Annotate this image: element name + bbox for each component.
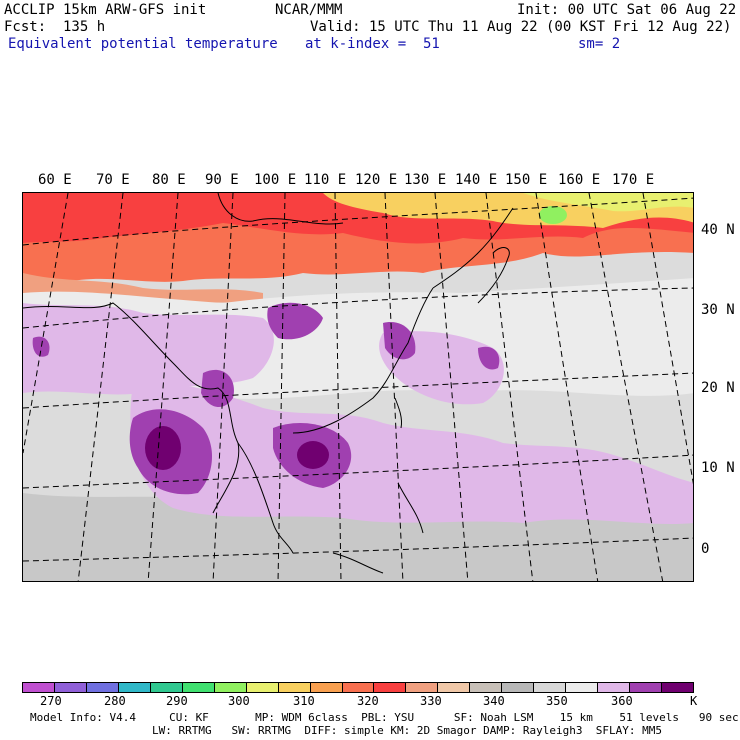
lon-label: 170 E [612, 172, 655, 188]
colorbar-tick-label: 350 [546, 694, 568, 708]
colorbar-swatch [182, 683, 215, 692]
smoothing-label: sm= 2 [578, 36, 621, 52]
colorbar-swatch [662, 683, 694, 692]
lon-label: 150 E [505, 172, 548, 188]
colorbar-swatch [278, 683, 311, 692]
lon-label: 100 E [254, 172, 297, 188]
colorbar-swatch [374, 683, 407, 692]
colorbar-unit: K [690, 694, 698, 708]
colorbar-tick-label: 300 [228, 694, 250, 708]
lat-label: 30 N [701, 302, 735, 318]
level-index: at k-index = 51 [305, 36, 440, 52]
model-title: ACCLIP 15km ARW-GFS init [4, 2, 207, 18]
colorbar-tick-label: 270 [40, 694, 62, 708]
colorbar-swatch [118, 683, 151, 692]
colorbar-swatch [598, 683, 631, 692]
colorbar-swatch [54, 683, 87, 692]
colorbar-swatch [342, 683, 375, 692]
colorbar [22, 682, 694, 693]
forecast-hour: Fcst: 135 h [4, 19, 106, 35]
lon-label: 60 E [38, 172, 72, 188]
colorbar-swatch [310, 683, 343, 692]
field-name: Equivalent potential temperature [8, 36, 278, 52]
theta-e-map [22, 192, 694, 582]
lat-label: 20 N [701, 380, 735, 396]
colorbar-swatch [150, 683, 183, 692]
lat-label: 10 N [701, 460, 735, 476]
lon-label: 120 E [355, 172, 398, 188]
colorbar-tick-label: 280 [104, 694, 126, 708]
colorbar-swatch [23, 683, 55, 692]
lon-label: 110 E [304, 172, 347, 188]
colorbar-swatch [86, 683, 119, 692]
organization-label: NCAR/MMM [275, 2, 343, 18]
colorbar-swatch [406, 683, 439, 692]
colorbar-tick-label: 360 [611, 694, 633, 708]
colorbar-swatch [534, 683, 567, 692]
colorbar-swatch [470, 683, 503, 692]
colorbar-tick-label: 290 [166, 694, 188, 708]
lon-label: 80 E [152, 172, 186, 188]
lon-label: 160 E [558, 172, 601, 188]
colorbar-swatch [630, 683, 663, 692]
colorbar-swatch [438, 683, 471, 692]
lon-label: 140 E [455, 172, 498, 188]
model-info-line2: LW: RRTMG SW: RRTMG DIFF: simple KM: 2D … [152, 724, 662, 737]
model-info-line1: Model Info: V4.4 CU: KF MP: WDM 6class P… [30, 711, 739, 724]
colorbar-swatch [502, 683, 535, 692]
valid-time: Valid: 15 UTC Thu 11 Aug 22 (00 KST Fri … [310, 19, 732, 35]
colorbar-tick-label: 310 [293, 694, 315, 708]
colorbar-tick-label: 330 [420, 694, 442, 708]
colorbar-swatch [246, 683, 279, 692]
map-field-svg [23, 193, 693, 581]
lon-label: 130 E [404, 172, 447, 188]
colorbar-tick-label: 320 [357, 694, 379, 708]
lon-label: 90 E [205, 172, 239, 188]
lon-label: 70 E [96, 172, 130, 188]
colorbar-swatch [214, 683, 247, 692]
lat-label: 0 [701, 541, 710, 557]
colorbar-swatch [566, 683, 599, 692]
colorbar-tick-label: 340 [483, 694, 505, 708]
lat-label: 40 N [701, 222, 735, 238]
init-time: Init: 00 UTC Sat 06 Aug 22 [517, 2, 737, 18]
